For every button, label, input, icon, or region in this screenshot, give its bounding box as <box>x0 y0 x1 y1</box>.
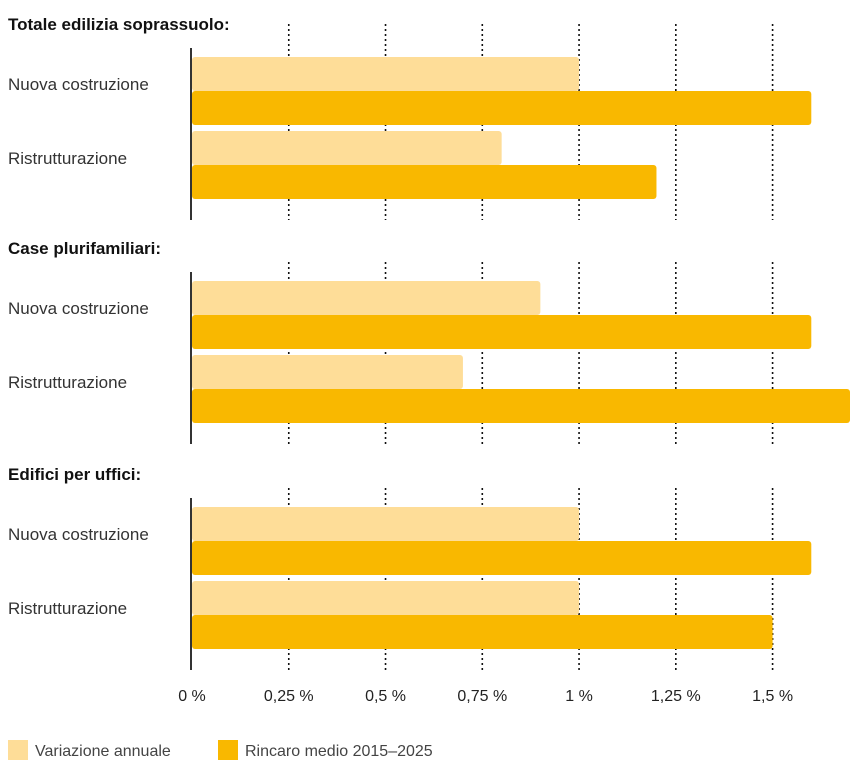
category-label: Nuova costruzione <box>8 525 149 544</box>
bar-1-0-1 <box>192 315 812 349</box>
x-axis-ticks: 0 % 0,25 % 0,5 % 0,75 % 1 % 1,25 % 1,5 % <box>178 688 793 705</box>
bar-2-0-1 <box>192 541 812 575</box>
bar-1-0-0 <box>192 281 541 315</box>
category-label: Nuova costruzione <box>8 299 149 318</box>
x-tick-label-1: 0,25 % <box>264 688 314 705</box>
bar-1-1-0 <box>192 355 463 389</box>
bar-groups: Totale edilizia soprassuolo: Nuova costru… <box>8 15 850 670</box>
x-tick-label-0: 0 % <box>178 688 206 705</box>
legend-label-1: Rincaro medio 2015–2025 <box>245 743 433 760</box>
legend: Variazione annuale Rincaro medio 2015–202… <box>8 740 433 760</box>
x-tick-label-5: 1,25 % <box>651 688 701 705</box>
group-1: Case plurifamiliari: Nuova costruzione Ris… <box>8 239 850 444</box>
category-label: Ristrutturazione <box>8 373 127 392</box>
bar-1-1-1 <box>192 389 850 423</box>
group-title: Case plurifamiliari: <box>8 239 161 258</box>
group-title: Totale edilizia soprassuolo: <box>8 15 230 34</box>
category-label: Ristrutturazione <box>8 599 127 618</box>
x-tick-label-6: 1,5 % <box>752 688 793 705</box>
bar-0-0-0 <box>192 57 580 91</box>
category-label: Ristrutturazione <box>8 149 127 168</box>
legend-swatch-1 <box>218 740 238 760</box>
x-tick-label-4: 1 % <box>565 688 593 705</box>
legend-swatch-0 <box>8 740 28 760</box>
x-tick-label-2: 0,5 % <box>365 688 406 705</box>
x-tick-label-3: 0,75 % <box>457 688 507 705</box>
bar-2-0-0 <box>192 507 580 541</box>
bar-0-1-1 <box>192 165 657 199</box>
group-0: Totale edilizia soprassuolo: Nuova costru… <box>8 15 812 220</box>
legend-label-0: Variazione annuale <box>35 743 171 760</box>
bar-0-0-1 <box>192 91 812 125</box>
bar-2-1-0 <box>192 581 580 615</box>
bar-0-1-0 <box>192 131 502 165</box>
group-title: Edifici per uffici: <box>8 465 141 484</box>
category-label: Nuova costruzione <box>8 75 149 94</box>
group-2: Edifici per uffici: Nuova costruzione Rist… <box>8 465 812 670</box>
bar-2-1-1 <box>192 615 773 649</box>
